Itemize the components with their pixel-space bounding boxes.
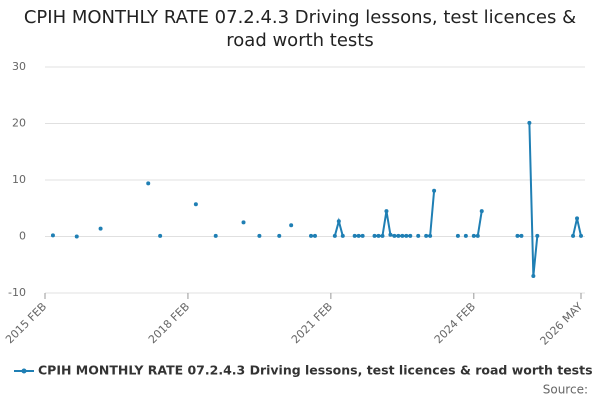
data-point (519, 233, 524, 238)
x-tick-label: 2018 FEB (146, 300, 192, 346)
data-point (74, 234, 79, 239)
data-point (309, 233, 314, 238)
data-point (241, 220, 246, 225)
data-point (376, 233, 381, 238)
data-point (98, 226, 103, 231)
data-point (531, 274, 536, 279)
data-point (428, 233, 433, 238)
legend-dot (21, 368, 27, 374)
x-tick-label: 2024 FEB (432, 300, 478, 346)
data-point (463, 233, 468, 238)
x-tick-label: 2015 FEB (3, 300, 49, 346)
y-tick-label: 30 (12, 60, 26, 73)
data-point (408, 233, 413, 238)
data-point (388, 232, 393, 237)
chart-title: CPIH MONTHLY RATE 07.2.4.3 Driving lesso… (23, 7, 577, 51)
data-point (352, 233, 357, 238)
data-point (535, 233, 540, 238)
x-tick-label: 2026 MAY (538, 300, 586, 348)
data-point (289, 223, 294, 228)
data-point (571, 233, 576, 238)
data-point (396, 233, 401, 238)
data-point (527, 120, 532, 125)
y-tick-label: 20 (12, 117, 26, 130)
data-point (579, 233, 583, 238)
data-point (384, 209, 389, 214)
data-point (336, 219, 341, 224)
data-point (380, 233, 385, 238)
data-point (312, 233, 317, 238)
y-tick-label: -10 (8, 286, 26, 299)
data-point (50, 233, 55, 238)
series-line (311, 122, 582, 277)
data-point (213, 233, 218, 238)
data-point (400, 233, 405, 238)
data-point (257, 233, 262, 238)
data-point (356, 233, 361, 238)
data-point (332, 233, 337, 238)
data-point (360, 233, 365, 238)
data-point (455, 233, 460, 238)
y-tick-label: 0 (19, 230, 26, 243)
data-point (432, 188, 437, 193)
data-point (515, 233, 520, 238)
data-point (404, 233, 409, 238)
source-note: Source: (543, 383, 588, 397)
data-point (424, 233, 429, 238)
data-point (193, 202, 198, 207)
data-point (158, 233, 163, 238)
legend-label: CPIH MONTHLY RATE 07.2.4.3 Driving lesso… (38, 363, 593, 378)
data-point (372, 233, 377, 238)
data-point (575, 216, 580, 221)
data-point (277, 233, 282, 238)
data-point (479, 209, 484, 214)
data-point (392, 233, 397, 238)
data-point (146, 181, 151, 186)
data-point (475, 233, 480, 238)
data-point (416, 233, 421, 238)
y-tick-label: 10 (12, 173, 26, 186)
data-point (471, 233, 476, 238)
data-point (340, 233, 345, 238)
x-tick-label: 2021 FEB (289, 300, 335, 346)
